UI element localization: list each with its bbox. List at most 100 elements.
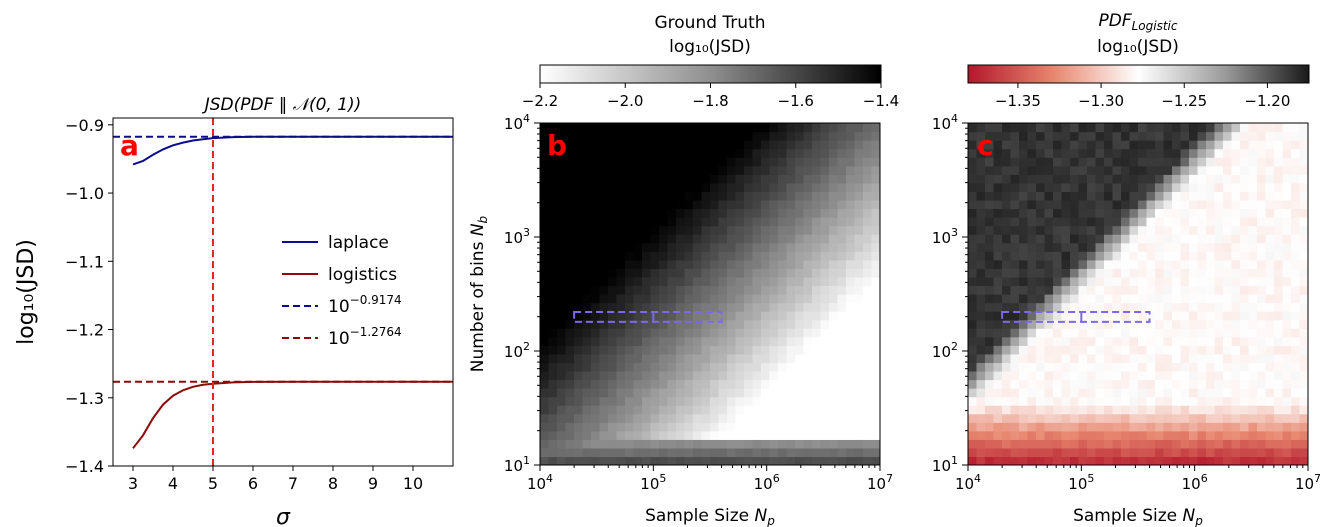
heatmap-cell bbox=[1104, 268, 1114, 278]
heatmap-cell bbox=[650, 165, 660, 175]
heatmap-cell bbox=[863, 388, 873, 398]
heatmap-cell bbox=[718, 251, 728, 261]
heatmap-cell bbox=[968, 370, 978, 381]
heatmap-cell bbox=[1189, 251, 1199, 261]
heatmap-cell bbox=[1214, 379, 1224, 389]
heatmap-cell bbox=[1121, 251, 1131, 261]
heatmap-cell bbox=[1129, 148, 1139, 158]
heatmap-cell bbox=[769, 336, 779, 346]
heatmap-cell bbox=[786, 430, 796, 440]
heatmap-cell bbox=[1104, 379, 1114, 389]
heatmap-cell bbox=[752, 208, 762, 218]
heatmap-cell bbox=[761, 285, 771, 295]
heatmap-cell bbox=[1231, 225, 1241, 235]
heatmap-cell bbox=[608, 405, 618, 415]
heatmap-cell bbox=[548, 353, 558, 363]
heatmap-cell bbox=[693, 182, 703, 192]
heatmap-cell bbox=[1112, 388, 1122, 398]
heatmap-cell bbox=[1180, 217, 1190, 227]
heatmap-cell bbox=[633, 311, 643, 321]
heatmap-cell bbox=[778, 336, 788, 346]
heatmap-cell bbox=[1248, 362, 1258, 372]
heatmap-cell bbox=[650, 191, 660, 201]
heatmap-cell bbox=[871, 148, 880, 158]
heatmap-cell bbox=[812, 199, 822, 210]
heatmap-cell bbox=[968, 217, 978, 227]
heatmap-cell bbox=[837, 353, 847, 363]
heatmap-cell bbox=[1044, 405, 1054, 415]
heatmap-cell bbox=[846, 259, 856, 269]
heatmap-cell bbox=[693, 319, 703, 329]
heatmap-cell bbox=[778, 225, 788, 235]
heatmap-cell bbox=[676, 388, 686, 398]
heatmap-cell bbox=[976, 174, 986, 184]
heatmap-cell bbox=[1078, 174, 1088, 184]
heatmap-cell bbox=[608, 140, 618, 150]
heatmap-cell bbox=[1163, 259, 1173, 269]
heatmap-cell bbox=[1291, 456, 1301, 465]
heatmap-cell bbox=[993, 182, 1003, 192]
heatmap-cell bbox=[1070, 422, 1080, 432]
heatmap-cell bbox=[1214, 276, 1224, 287]
heatmap-cell bbox=[693, 199, 703, 210]
heatmap-cell bbox=[1155, 447, 1165, 458]
heatmap-cell bbox=[829, 439, 839, 449]
heatmap-cell bbox=[1189, 396, 1199, 406]
heatmap-cell bbox=[1087, 370, 1097, 381]
heatmap-cell bbox=[812, 251, 822, 261]
heatmap-cell bbox=[1138, 456, 1148, 465]
heatmap-cell bbox=[1087, 251, 1097, 261]
heatmap-cell bbox=[1070, 148, 1080, 158]
heatmap-cell bbox=[701, 328, 711, 338]
heatmap-cell bbox=[1155, 268, 1165, 278]
heatmap-cell bbox=[1223, 140, 1233, 150]
x-tick-label: 5 bbox=[208, 474, 218, 493]
heatmap-cell bbox=[1044, 430, 1054, 440]
heatmap-cell bbox=[985, 123, 995, 133]
heatmap-cell bbox=[854, 345, 864, 355]
heatmap-cell bbox=[1121, 294, 1131, 304]
heatmap-cell bbox=[812, 405, 822, 415]
heatmap-cell bbox=[1070, 251, 1080, 261]
heatmap-cell bbox=[976, 165, 986, 175]
heatmap-cell bbox=[1104, 285, 1114, 295]
heatmap-cell bbox=[985, 165, 995, 175]
heatmap-cell bbox=[659, 311, 669, 321]
heatmap-cell bbox=[1240, 405, 1250, 415]
heatmap-cell bbox=[744, 328, 754, 338]
heatmap-cell bbox=[1282, 345, 1292, 355]
heatmap-cell bbox=[803, 140, 813, 150]
heatmap-cell bbox=[761, 217, 771, 227]
heatmap-cell bbox=[993, 123, 1003, 133]
heatmap-cell bbox=[1095, 182, 1105, 192]
heatmap-cell bbox=[795, 234, 805, 244]
heatmap-cell bbox=[540, 294, 550, 304]
heatmap-cell bbox=[565, 174, 575, 184]
heatmap-cell bbox=[1257, 319, 1267, 329]
heatmap-cell bbox=[1274, 447, 1284, 458]
heatmap-cell bbox=[735, 276, 745, 287]
heatmap-cell bbox=[1095, 430, 1105, 440]
heatmap-cell bbox=[1112, 268, 1122, 278]
heatmap-cell bbox=[1189, 336, 1199, 346]
heatmap-cell bbox=[1189, 405, 1199, 415]
heatmap-cell bbox=[1027, 157, 1037, 167]
heatmap-cell bbox=[650, 311, 660, 321]
heatmap-cell bbox=[1189, 157, 1199, 167]
heatmap-cell bbox=[540, 456, 550, 465]
heatmap-cell bbox=[1265, 225, 1275, 235]
heatmap-cell bbox=[710, 396, 720, 406]
heatmap-cell bbox=[1155, 123, 1165, 133]
heatmap-cell bbox=[1095, 174, 1105, 184]
heatmap-cell bbox=[540, 182, 550, 192]
heatmap-cell bbox=[540, 285, 550, 295]
heatmap-cell bbox=[744, 234, 754, 244]
heatmap-cell bbox=[1027, 430, 1037, 440]
heatmap-cell bbox=[582, 131, 592, 141]
heatmap-cell bbox=[667, 208, 677, 218]
heatmap-cell bbox=[968, 259, 978, 269]
heatmap-cell bbox=[976, 225, 986, 235]
heatmap-cell bbox=[1223, 251, 1233, 261]
heatmap-cell bbox=[1112, 311, 1122, 321]
heatmap-cell bbox=[1078, 285, 1088, 295]
